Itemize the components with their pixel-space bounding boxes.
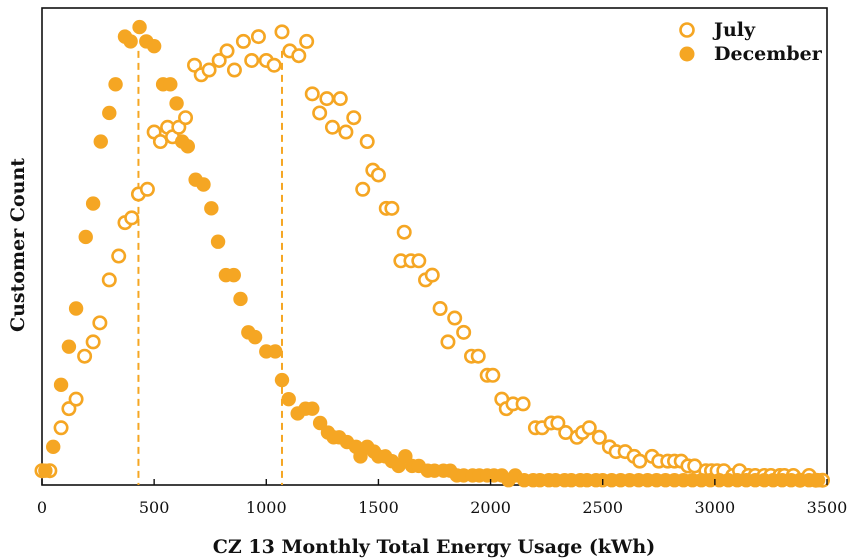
july-point-79 (632, 453, 648, 469)
july-point-74 (591, 429, 607, 445)
july-point-69 (550, 415, 566, 431)
july-point-33 (291, 48, 307, 64)
plot-border (41, 7, 828, 486)
july-point-61 (485, 367, 501, 383)
july-point-59 (470, 348, 486, 364)
july-point-35 (304, 86, 320, 102)
july-point-6 (85, 334, 101, 350)
july-point-11 (124, 210, 140, 226)
july-point-56 (447, 310, 463, 326)
y-axis-title: Customer Count (7, 158, 29, 332)
july-point-47 (384, 200, 400, 216)
december-point-11 (123, 34, 138, 49)
december-point-25 (226, 267, 241, 283)
december-point-0 (38, 463, 53, 478)
x-tick-label-0: 0 (37, 498, 47, 517)
july-point-23 (211, 52, 227, 68)
december-point-35 (305, 401, 320, 416)
legend-december-label: December (714, 43, 823, 65)
december-point-21 (196, 177, 211, 192)
december-point-8 (102, 105, 117, 121)
december-point-9 (108, 77, 123, 92)
december-point-5 (78, 229, 93, 245)
july-series (34, 24, 831, 488)
july-point-22 (201, 62, 217, 78)
july-point-45 (370, 167, 386, 183)
july-point-43 (359, 134, 375, 150)
december-point-19 (180, 139, 195, 154)
december-point-26 (233, 291, 248, 307)
x-tick-label-3000: 3000 (694, 498, 735, 517)
july-point-51 (411, 253, 427, 269)
december-point-99 (810, 473, 826, 488)
july-point-41 (346, 110, 362, 126)
december-series (38, 19, 826, 488)
july-point-25 (226, 62, 242, 78)
july-point-36 (312, 105, 328, 121)
december-point-30 (268, 344, 283, 359)
july-point-27 (244, 52, 260, 68)
x-tick-label-1500: 1500 (358, 498, 399, 517)
legend-december-marker (679, 46, 695, 62)
july-point-39 (332, 91, 348, 107)
july-point-42 (355, 181, 371, 197)
x-tick-label-500: 500 (139, 498, 170, 517)
july-point-9 (111, 248, 127, 264)
july-point-57 (456, 324, 472, 340)
july-point-40 (338, 124, 354, 140)
july-point-73 (581, 420, 597, 436)
december-point-6 (85, 196, 101, 211)
july-point-54 (432, 301, 448, 317)
x-tick-label-1000: 1000 (246, 498, 287, 517)
december-point-31 (274, 372, 290, 388)
july-point-30 (266, 57, 282, 73)
december-point-14 (146, 38, 162, 54)
july-point-3 (61, 401, 77, 417)
july-point-53 (424, 267, 440, 283)
december-point-2 (53, 377, 69, 393)
december-point-36 (312, 415, 328, 431)
december-point-7 (93, 134, 108, 149)
july-point-7 (92, 315, 108, 331)
july-point-26 (235, 33, 251, 49)
x-axis-ticks: 0 500 1000 1500 2000 2500 3000 3500 (37, 479, 847, 517)
july-point-5 (77, 348, 93, 364)
july-point-55 (440, 334, 456, 350)
plot-frame (41, 7, 828, 486)
july-point-15 (152, 134, 168, 150)
july-point-2 (53, 420, 69, 436)
december-point-22 (204, 201, 219, 216)
july-point-37 (319, 91, 335, 107)
july-point-8 (101, 272, 117, 288)
december-point-3 (61, 339, 77, 354)
legend-july-label: July (712, 19, 756, 41)
december-point-16 (163, 77, 178, 92)
july-point-31 (274, 24, 290, 40)
december-point-28 (247, 329, 263, 345)
reference-lines (137, 50, 283, 485)
july-point-13 (139, 181, 155, 197)
x-tick-label-2500: 2500 (582, 498, 623, 517)
x-axis-title: CZ 13 Monthly Total Energy Usage (kWh) (213, 536, 655, 558)
legend-july-marker (679, 22, 695, 38)
july-point-28 (250, 29, 266, 45)
legend: July December (679, 19, 823, 65)
july-point-49 (396, 224, 412, 240)
july-point-24 (219, 43, 235, 59)
december-point-1 (46, 439, 61, 455)
december-point-32 (281, 391, 296, 407)
july-point-65 (515, 396, 531, 412)
july-point-38 (324, 119, 340, 135)
december-point-12 (132, 19, 147, 35)
july-point-19 (178, 110, 194, 126)
july-point-4 (68, 391, 84, 407)
december-point-17 (169, 96, 184, 111)
december-point-4 (68, 301, 84, 316)
july-point-34 (299, 33, 315, 49)
december-point-23 (210, 234, 226, 249)
x-tick-label-2000: 2000 (470, 498, 511, 517)
x-tick-label-3500: 3500 (807, 498, 848, 517)
